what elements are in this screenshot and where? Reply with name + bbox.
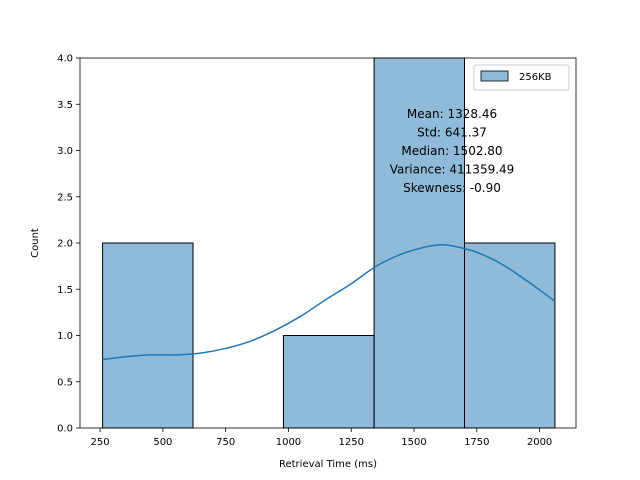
x-tick-label: 500 <box>153 437 172 448</box>
y-tick-label: 1.5 <box>57 285 73 296</box>
y-tick-label: 0.5 <box>57 377 73 388</box>
y-axis-label: Count <box>30 228 41 258</box>
histogram-bar <box>102 242 194 429</box>
x-tick-label: 1500 <box>401 437 426 448</box>
legend-swatch <box>480 70 509 82</box>
kde-curve <box>102 243 556 361</box>
histogram-bar <box>282 335 375 429</box>
y-tick-label: 2.5 <box>57 192 73 203</box>
y-axis-ticks: 0.0 0.5 1.0 1.5 2.0 2.5 3.0 3.5 4.0 <box>57 54 80 435</box>
histogram-bar <box>463 242 556 429</box>
x-tick-label: 250 <box>91 437 110 448</box>
y-tick-label: 1.0 <box>57 331 73 342</box>
stats-annotation: Mean: 1328.46 Std: 641.37 Median: 1502.80 V… <box>390 107 515 195</box>
stats-line: Median: 1502.80 <box>401 144 502 158</box>
stats-line: Mean: 1328.46 <box>407 107 497 121</box>
x-axis-label: Retrieval Time (ms) <box>279 459 377 470</box>
x-tick-label: 750 <box>216 437 235 448</box>
stats-line: Skewness: -0.90 <box>403 181 501 195</box>
y-tick-label: 3.0 <box>57 146 73 157</box>
legend-label: 256KB <box>519 72 552 83</box>
x-axis-ticks: 250 500 750 1000 1250 1500 1750 2000 <box>91 428 552 448</box>
stats-line: Variance: 411359.49 <box>390 163 515 177</box>
x-tick-label: 1000 <box>276 437 301 448</box>
y-tick-label: 4.0 <box>57 54 73 65</box>
x-tick-label: 1250 <box>339 437 364 448</box>
legend: 256KB <box>473 64 570 91</box>
y-tick-label: 2.0 <box>57 239 73 250</box>
y-tick-label: 0.0 <box>57 424 73 435</box>
x-tick-label: 2000 <box>527 437 552 448</box>
x-tick-label: 1750 <box>464 437 489 448</box>
stats-line: Std: 641.37 <box>417 126 487 140</box>
y-tick-label: 3.5 <box>57 100 73 111</box>
